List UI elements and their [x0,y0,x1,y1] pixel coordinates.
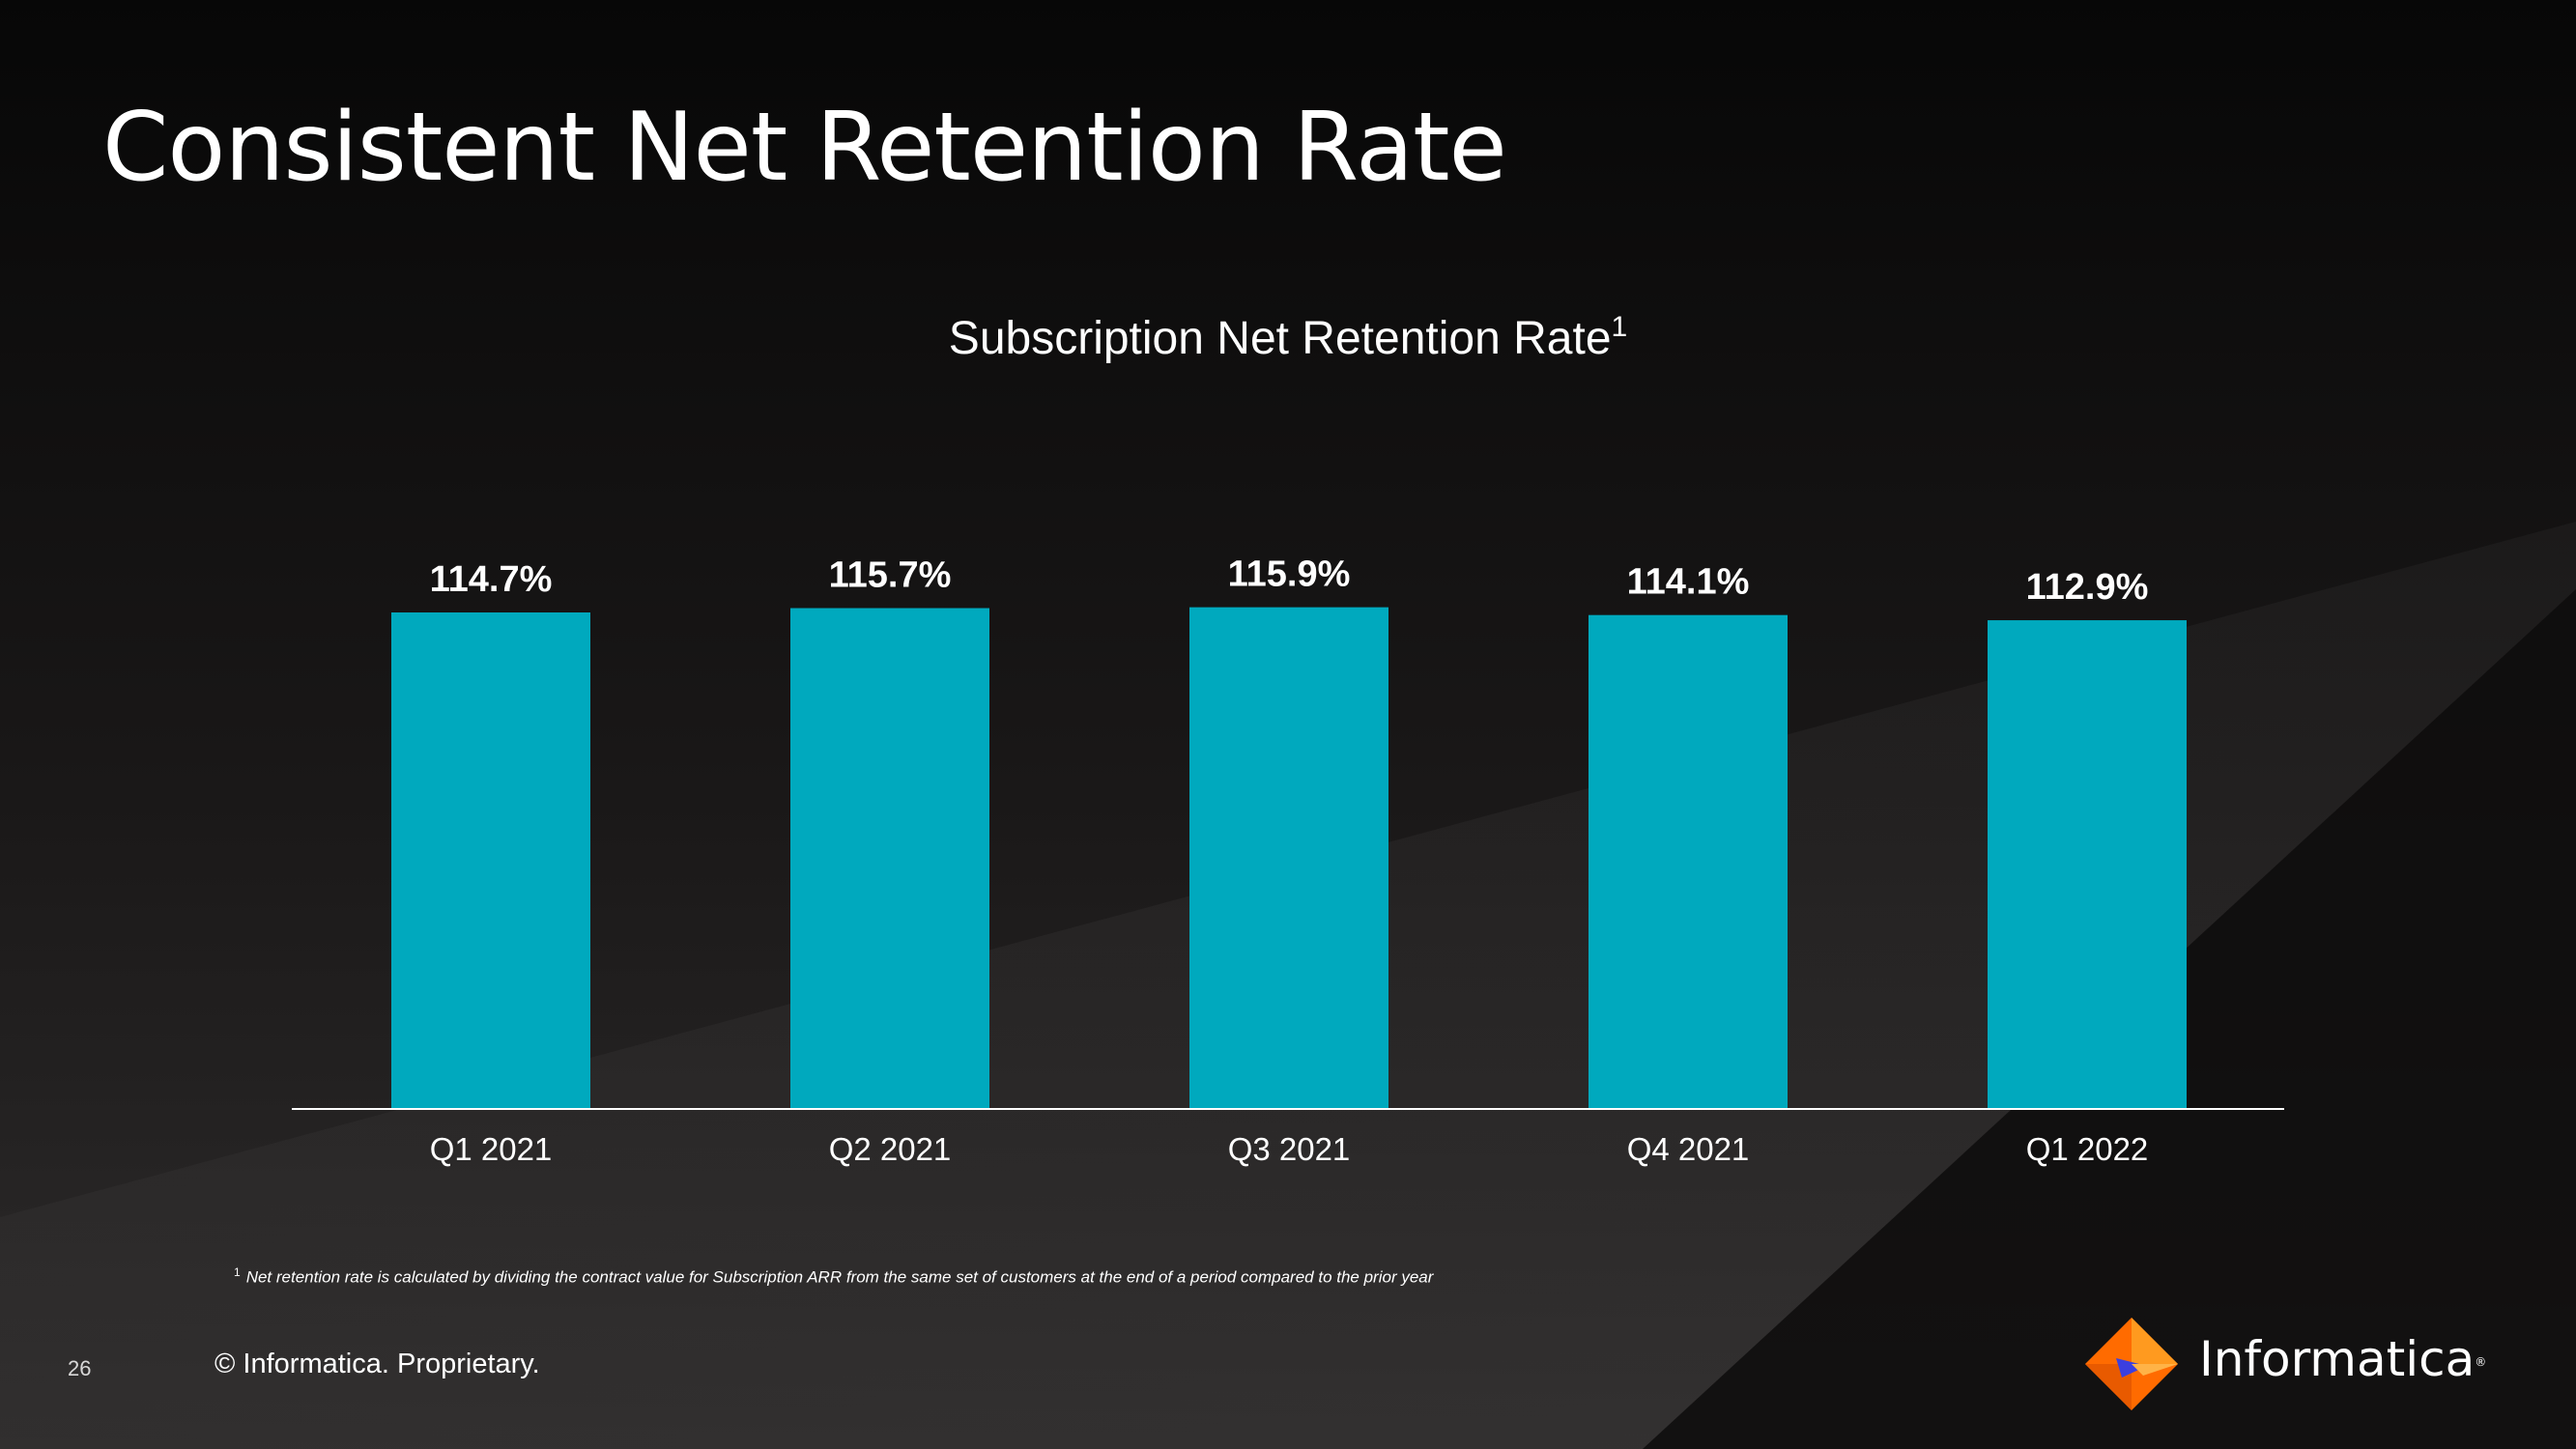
footnote: 1 Net retention rate is calculated by div… [234,1265,1433,1288]
informatica-logo: Informatica® [2083,1316,2486,1412]
page-title: Consistent Net Retention Rate [102,93,1507,203]
chart-title-footnote-marker: 1 [1611,311,1628,343]
data-label-1: 114.7% [430,559,553,600]
chart-title-text: Subscription Net Retention Rate [948,313,1612,364]
data-label-2: 115.7% [829,555,952,596]
bar-4 [1589,614,1788,1109]
page-number: 26 [68,1356,92,1380]
data-label-4: 114.1% [1627,562,1750,603]
category-label-5: Q1 2022 [2026,1131,2149,1167]
brand-name: Informatica [2199,1331,2476,1387]
chart-title: Subscription Net Retention Rate1 [0,311,2576,365]
bar-1 [391,612,590,1109]
trademark-symbol: ® [2475,1355,2487,1369]
brand-wordmark: Informatica® [2199,1331,2486,1387]
bar-2 [790,608,989,1109]
category-label-2: Q2 2021 [829,1131,952,1167]
category-label-3: Q3 2021 [1228,1131,1351,1167]
footnote-text: Net retention rate is calculated by divi… [245,1267,1434,1287]
footnote-marker: 1 [234,1265,241,1279]
bar-3 [1189,607,1388,1109]
data-label-3: 115.9% [1228,554,1351,595]
copyright-notice: © Informatica. Proprietary. [215,1349,540,1379]
category-label-1: Q1 2021 [430,1131,553,1167]
category-label-4: Q4 2021 [1627,1131,1750,1167]
informatica-diamond-logo-icon [2085,1318,2178,1410]
bar-5 [1988,620,2187,1109]
data-label-5: 112.9% [2026,567,2149,608]
